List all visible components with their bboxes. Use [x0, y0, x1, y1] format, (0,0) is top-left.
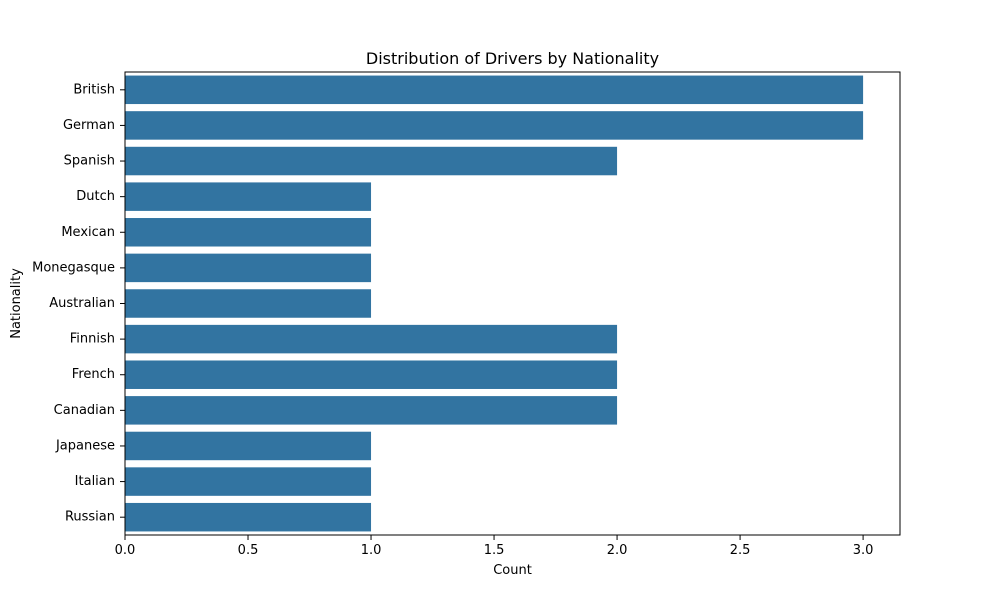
y-tick-label: French [72, 367, 115, 382]
plot-frame [124, 71, 901, 536]
bar-finnish [125, 324, 618, 354]
x-tick-label: 0.5 [238, 543, 259, 558]
bar-monegasque [125, 253, 372, 283]
y-tick-label: Mexican [61, 225, 115, 240]
bar-italian [125, 467, 372, 496]
y-tick-label: Canadian [54, 403, 115, 418]
bar-german [125, 111, 864, 140]
y-tick-label: Finnish [70, 332, 115, 347]
x-tick-label: 2.0 [607, 543, 628, 558]
y-tick-label: Dutch [76, 189, 115, 204]
x-tick-label: 0.0 [115, 543, 136, 558]
bar-mexican [125, 218, 372, 247]
bar-dutch [125, 182, 372, 211]
y-axis-title: Nationality [9, 268, 24, 339]
x-tick-label: 1.0 [361, 543, 382, 558]
x-axis-title: Count [493, 563, 532, 578]
x-tick-label: 2.5 [730, 543, 751, 558]
x-tick-label: 3.0 [853, 543, 874, 558]
bar-australian [125, 289, 372, 318]
bar-canadian [125, 396, 618, 425]
y-tick-label: German [63, 118, 115, 133]
bars-group [125, 75, 864, 532]
y-tick-label: British [73, 82, 115, 97]
y-tick-label: Australian [49, 296, 115, 311]
x-tick-label: 1.5 [484, 543, 505, 558]
bar-spanish [125, 146, 618, 176]
y-axis: British German Spanish Dutch Mexican Monegasq… [32, 82, 125, 525]
y-tick-label: Monegasque [32, 260, 115, 275]
chart-title: Distribution of Drivers by Nationality [366, 49, 659, 68]
x-axis: 0.0 0.5 1.0 1.5 2.0 2.5 3.0 [115, 535, 874, 558]
y-tick-label: Spanish [64, 154, 115, 169]
bar-japanese [125, 431, 372, 461]
y-tick-label: Russian [65, 510, 115, 525]
bar-french [125, 360, 618, 389]
y-tick-label: Japanese [55, 438, 115, 453]
bar-russian [125, 502, 372, 532]
y-tick-label: Italian [75, 474, 115, 489]
bar-british [125, 75, 864, 105]
